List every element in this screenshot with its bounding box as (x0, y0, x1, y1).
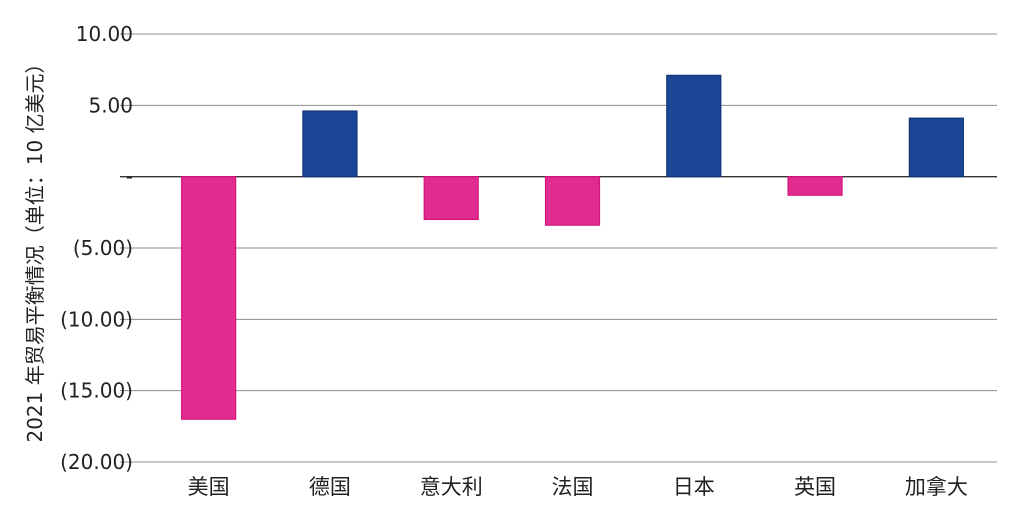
bar-加拿大 (908, 117, 964, 178)
bars (181, 74, 964, 420)
bar-意大利 (423, 176, 479, 221)
y-tick-label: - (126, 165, 133, 189)
x-tick-label: 美国 (188, 475, 230, 499)
x-tick-label: 法国 (552, 475, 594, 499)
x-tick-label: 德国 (309, 475, 351, 499)
gridlines (120, 33, 997, 463)
bar-法国 (544, 176, 601, 226)
y-tick-label: (10.00) (60, 307, 133, 331)
y-tick-label: (20.00) (60, 450, 133, 474)
x-tick-label: 意大利 (420, 475, 483, 499)
x-tick-labels: 美国 德国 意大利 法国 日本 英国 加拿大 (188, 475, 968, 499)
y-tick-label: (5.00) (73, 236, 133, 260)
y-tick-label: 10.00 (76, 22, 133, 46)
y-tick-label: 5.00 (88, 93, 133, 117)
bar-美国 (181, 176, 237, 420)
y-tick-labels: 10.00 5.00 - (5.00) (10.00) (15.00) (20.00) (60, 22, 133, 474)
y-axis-label: 2021 年贸易平衡情况（单位：10 亿美元） (23, 53, 47, 442)
y-tick-label: (15.00) (60, 379, 133, 403)
x-tick-label: 加拿大 (905, 475, 968, 499)
x-tick-label: 英国 (794, 475, 836, 499)
x-tick-label: 日本 (673, 475, 715, 499)
bar-英国 (787, 176, 843, 196)
bar-日本 (666, 74, 722, 178)
bar-德国 (302, 110, 358, 178)
